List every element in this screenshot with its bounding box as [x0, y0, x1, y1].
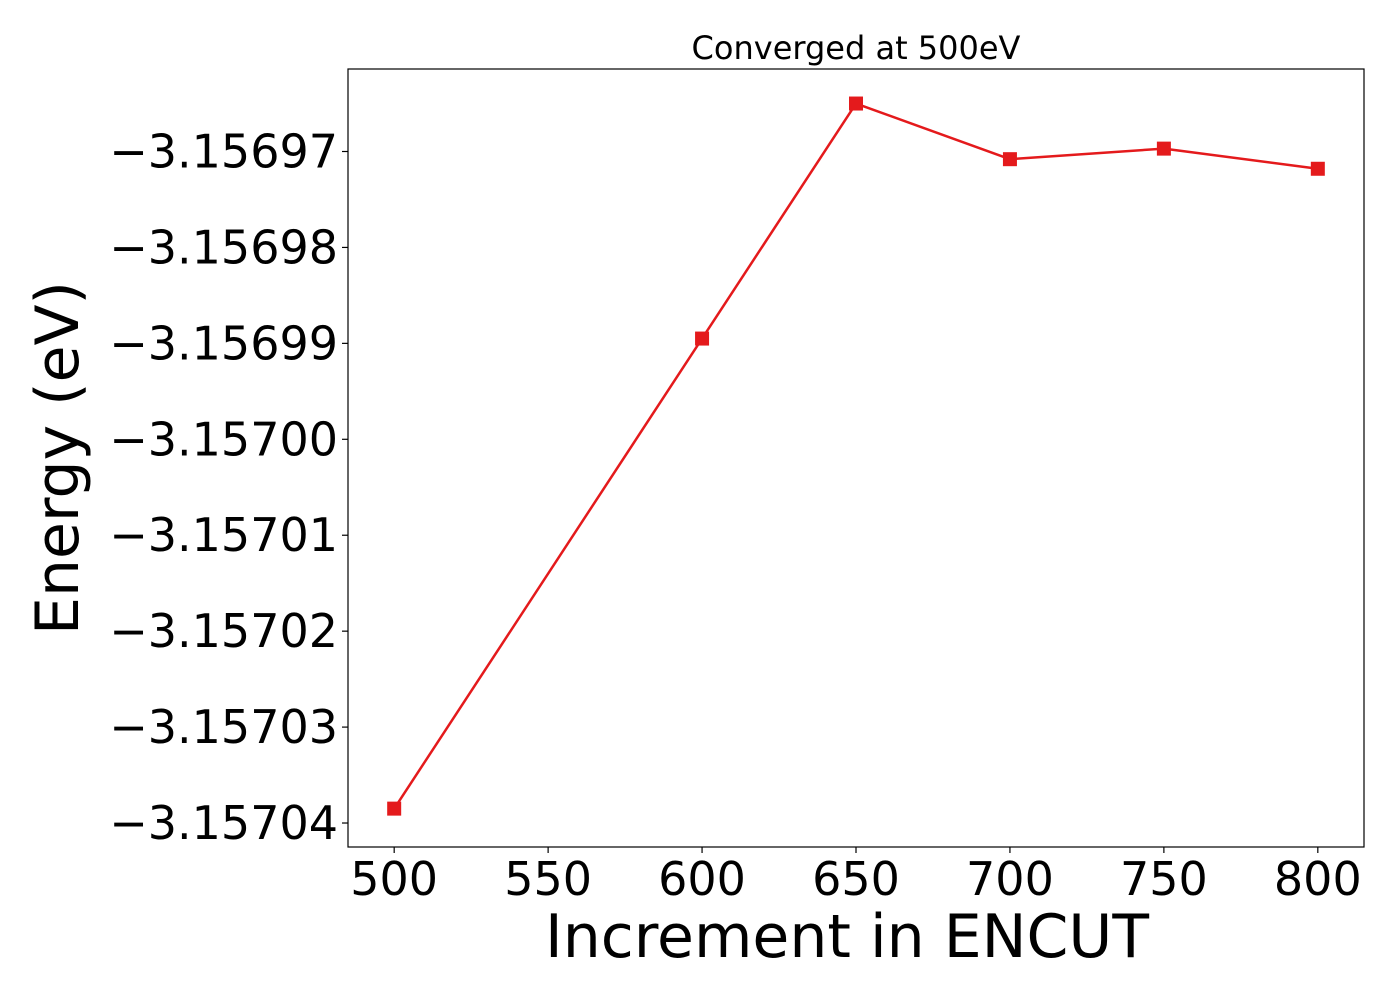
x-axis-label: Increment in ENCUT [545, 902, 1149, 972]
x-tick-label: 800 [1274, 852, 1362, 906]
y-tick-label: −3.15704 [109, 796, 338, 850]
y-tick-label: −3.15702 [109, 604, 338, 658]
data-point-marker [849, 96, 863, 111]
x-tick-label: 750 [1120, 852, 1208, 906]
data-point-marker [1002, 152, 1017, 167]
plot-area-frame [347, 68, 1365, 848]
x-tick-label: 550 [504, 852, 592, 906]
y-tick-label: −3.15699 [109, 316, 338, 370]
data-point-marker [1156, 141, 1171, 156]
y-tick-label: −3.15697 [109, 125, 338, 179]
x-tick-label: 650 [812, 852, 900, 906]
x-tick-label: 700 [966, 852, 1054, 906]
data-point-marker [695, 331, 710, 346]
data-point-marker [1310, 161, 1325, 176]
y-tick-label: −3.15703 [109, 700, 338, 754]
y-tick-label: −3.15701 [109, 508, 338, 562]
x-tick-label: 600 [658, 852, 746, 906]
y-tick-label: −3.15698 [109, 220, 338, 274]
data-point-marker [387, 801, 402, 816]
data-layer [387, 96, 1325, 816]
y-tick-label: −3.15700 [109, 412, 338, 466]
x-tick-label: 500 [350, 852, 438, 906]
axis-ticks: 500 550 600 650 700 750 800 −3.15704 −3.15703 −3.… [109, 125, 1361, 906]
chart-title: Converged at 500eV [692, 29, 1021, 67]
y-axis-label: Energy (eV) [23, 281, 93, 635]
series-line [393, 102, 1318, 810]
